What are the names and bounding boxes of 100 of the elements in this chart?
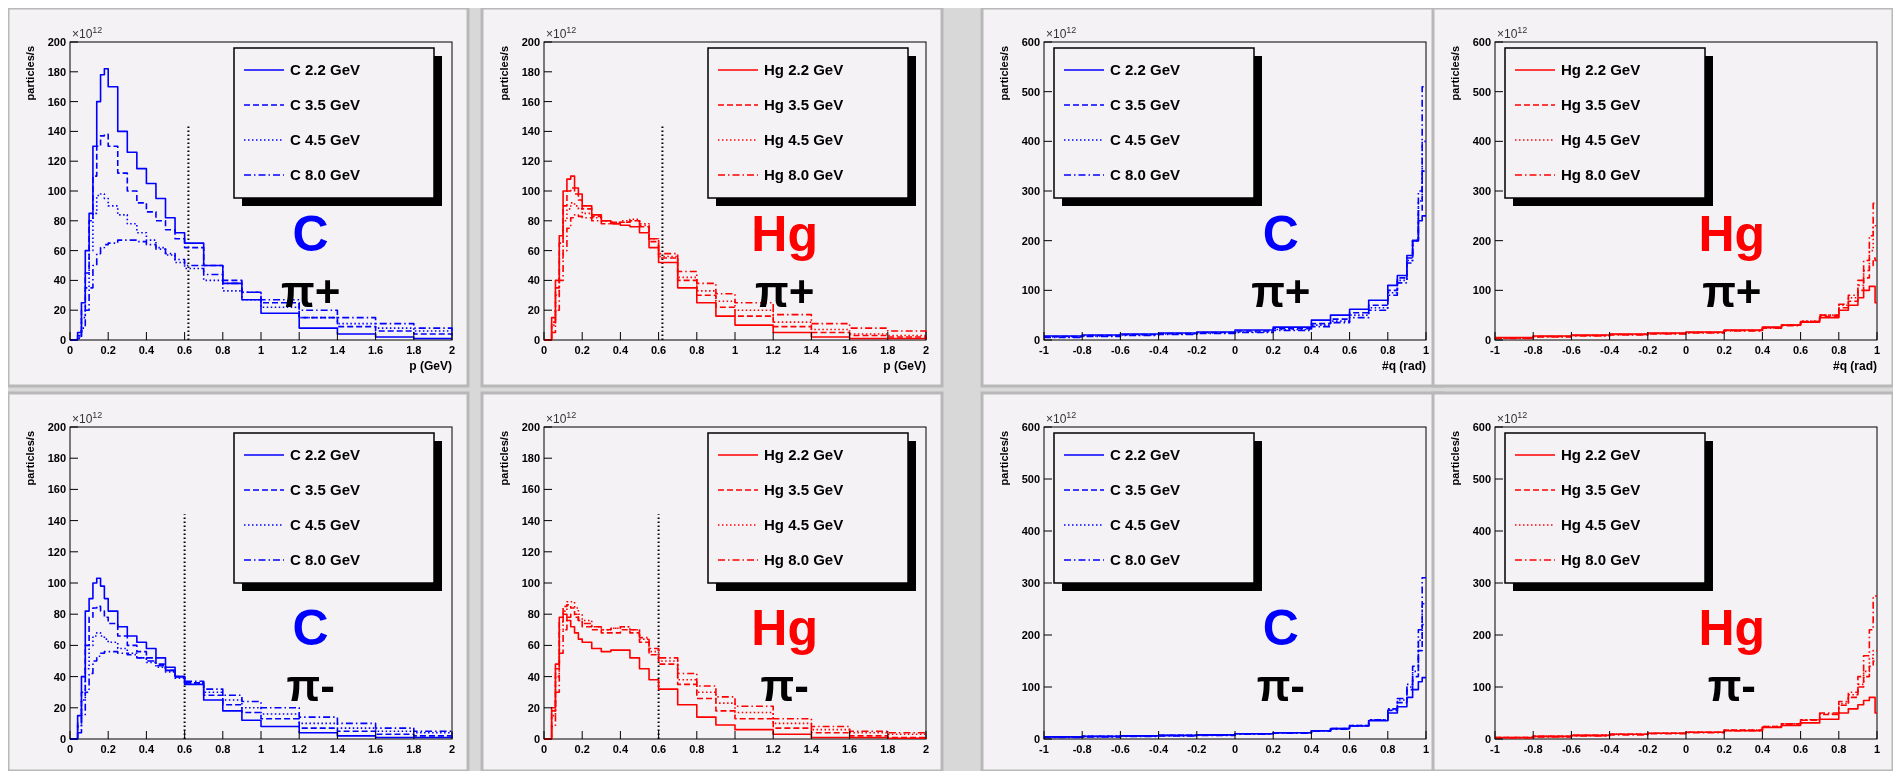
- x-tick-label: 1.4: [803, 743, 820, 755]
- x-tick-label: -0.4: [1600, 743, 1620, 755]
- x-tick-label: 0.4: [1754, 743, 1771, 755]
- x-tick-label: 1.6: [841, 344, 858, 356]
- y-tick-label: 0: [1484, 733, 1491, 745]
- legend-label: Hg 2.2 GeV: [1561, 61, 1641, 78]
- y-tick-label: 120: [47, 155, 66, 168]
- y-tick-label: 80: [53, 608, 66, 621]
- x-tick-label: 1.6: [841, 743, 858, 755]
- x-tick-label: -0.6: [1110, 344, 1130, 356]
- x-tick-label: 0.8: [689, 743, 705, 755]
- legend-label: Hg 8.0 GeV: [764, 166, 844, 183]
- x-tick-label: -0.4: [1600, 344, 1620, 356]
- x-tick-label: 1.4: [329, 344, 346, 356]
- y-tick-label: 120: [521, 155, 540, 168]
- y-tick-label: 300: [1021, 185, 1040, 197]
- x-axis-title: p (GeV): [409, 359, 452, 373]
- y-tick-label: 100: [47, 185, 66, 197]
- x-tick-label: -0.6: [1110, 743, 1130, 755]
- legend-label: C 2.2 GeV: [290, 61, 361, 78]
- x-tick-label: 0.8: [1380, 743, 1396, 755]
- x-tick-label: 1.8: [880, 344, 896, 356]
- annotation: π-: [760, 661, 809, 711]
- x-tick-label: 0.8: [689, 344, 705, 356]
- legend-label: Hg 3.5 GeV: [764, 481, 844, 498]
- y-tick-label: 400: [1021, 135, 1040, 148]
- x-tick-label: 0.8: [215, 344, 231, 356]
- legend-label: Hg 8.0 GeV: [1561, 551, 1641, 568]
- legend-label: C 4.5 GeV: [290, 131, 361, 148]
- x-tick-label: 1: [257, 344, 265, 356]
- x-tick-label: 1.4: [329, 743, 346, 755]
- x-tick-label: 0.2: [1265, 743, 1281, 755]
- x-tick-label: 1: [1873, 743, 1881, 755]
- y-tick-label: 40: [53, 670, 66, 683]
- x-tick-label: 0.6: [176, 743, 193, 755]
- y-axis-title: particles/s: [1449, 46, 1461, 101]
- y-tick-label: 140: [47, 125, 66, 138]
- x-tick-label: 0.4: [1754, 344, 1771, 356]
- x-tick-label: 2: [448, 344, 456, 356]
- legend-label: Hg 4.5 GeV: [1561, 131, 1641, 148]
- x-tick-label: 1: [1422, 743, 1430, 755]
- y-tick-label: 0: [59, 733, 66, 745]
- y-tick-label: 140: [521, 514, 540, 527]
- x-tick-label: 1.8: [880, 743, 896, 755]
- y-tick-label: 100: [521, 577, 540, 589]
- legend-label: C 2.2 GeV: [290, 446, 361, 463]
- x-tick-label: 1: [257, 743, 265, 755]
- y-tick-label: 300: [1021, 577, 1040, 589]
- x-tick-label: 0.8: [1380, 344, 1396, 356]
- y-tick-label: 200: [1472, 234, 1491, 247]
- x-tick-label: 2: [922, 743, 930, 755]
- x-tick-label: -0.4: [1149, 344, 1169, 356]
- y-tick-label: 180: [47, 452, 66, 465]
- x-tick-label: 1: [1422, 344, 1430, 356]
- text: ×10$^{12}$: [1046, 410, 1077, 426]
- annotation: π-: [286, 661, 335, 711]
- x-tick-label: 0: [1682, 344, 1690, 356]
- x-tick-label: -0.6: [1561, 743, 1581, 755]
- y-tick-label: 160: [521, 483, 540, 496]
- annotation: C: [292, 600, 329, 657]
- y-tick-label: 100: [1021, 681, 1040, 693]
- annotation: C: [1262, 600, 1299, 657]
- annotation: Hg: [1698, 600, 1766, 657]
- legend-label: Hg 8.0 GeV: [764, 551, 844, 568]
- annotation: Hg: [1698, 205, 1766, 262]
- x-tick-label: 2: [448, 743, 456, 755]
- x-tick-label: 0.6: [650, 743, 667, 755]
- x-tick-label: 0.2: [574, 743, 590, 755]
- x-tick-label: 1.4: [803, 344, 820, 356]
- annotation: π+: [280, 266, 341, 316]
- y-tick-label: 160: [47, 483, 66, 496]
- legend-label: C 8.0 GeV: [1110, 166, 1181, 183]
- y-tick-label: 200: [1472, 629, 1491, 641]
- y-tick-label: 40: [527, 274, 540, 287]
- x-tick-label: 1: [731, 344, 739, 356]
- y-tick-label: 60: [527, 244, 540, 257]
- x-tick-label: 0.2: [574, 344, 590, 356]
- x-tick-label: -1: [1039, 743, 1049, 755]
- y-tick-label: 500: [1021, 473, 1040, 485]
- x-tick-label: 0.4: [138, 344, 155, 356]
- x-tick-label: 0.6: [1792, 344, 1809, 356]
- y-tick-label: 140: [47, 514, 66, 527]
- y-axis-title: particles/s: [498, 46, 510, 101]
- legend-label: Hg 4.5 GeV: [764, 131, 844, 148]
- x-tick-label: 1.6: [367, 344, 384, 356]
- annotation: π-: [1256, 661, 1306, 711]
- x-tick-label: 1.2: [765, 743, 781, 755]
- y-tick-label: 20: [53, 304, 66, 317]
- y-tick-label: 600: [1472, 36, 1491, 48]
- y-tick-label: 600: [1472, 421, 1491, 433]
- x-tick-label: -0.8: [1072, 743, 1092, 755]
- legend-label: Hg 8.0 GeV: [1561, 166, 1641, 183]
- x-tick-label: 0.6: [176, 344, 193, 356]
- y-tick-label: 20: [527, 304, 540, 317]
- y-axis-title: particles/s: [24, 46, 36, 101]
- text: ×10$^{12}$: [1497, 410, 1528, 426]
- y-tick-label: 0: [1033, 733, 1040, 745]
- y-tick-label: 0: [59, 334, 66, 346]
- text: ×10$^{12}$: [72, 25, 103, 41]
- y-tick-label: 400: [1021, 525, 1040, 537]
